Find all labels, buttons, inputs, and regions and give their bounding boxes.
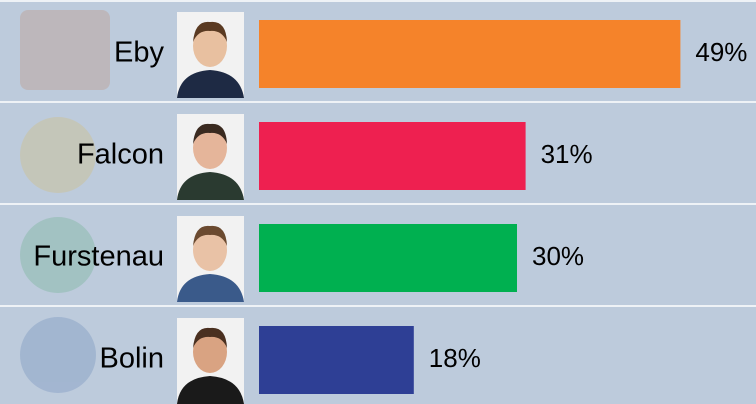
bar — [259, 326, 414, 394]
photo-hair — [193, 327, 227, 348]
bar — [259, 122, 526, 190]
photo-face — [193, 25, 227, 67]
photo-body — [177, 70, 244, 98]
logo-shape — [20, 217, 96, 293]
candidate-name: Eby — [114, 37, 164, 69]
bar — [259, 20, 681, 88]
candidate-name: Bolin — [100, 343, 165, 375]
candidate-name: Furstenau — [33, 241, 164, 273]
logo-shape — [20, 117, 96, 193]
value-label: 49% — [695, 37, 747, 67]
value-label: 30% — [532, 241, 584, 271]
candidate-name: Falcon — [77, 139, 164, 171]
photo-face — [193, 229, 227, 271]
value-label: 31% — [541, 139, 593, 169]
party-logos — [20, 10, 110, 393]
logo-shape — [20, 10, 110, 90]
value-label: 18% — [429, 343, 481, 373]
photo-hair — [193, 123, 227, 144]
photo-hair — [193, 225, 227, 246]
photo-body — [177, 376, 244, 404]
photo-face — [193, 331, 227, 373]
photo-body — [177, 172, 244, 200]
logo-shape — [20, 317, 96, 393]
photo-hair — [193, 21, 227, 42]
photo-face — [193, 127, 227, 169]
photo-body — [177, 274, 244, 302]
bar — [259, 224, 517, 292]
